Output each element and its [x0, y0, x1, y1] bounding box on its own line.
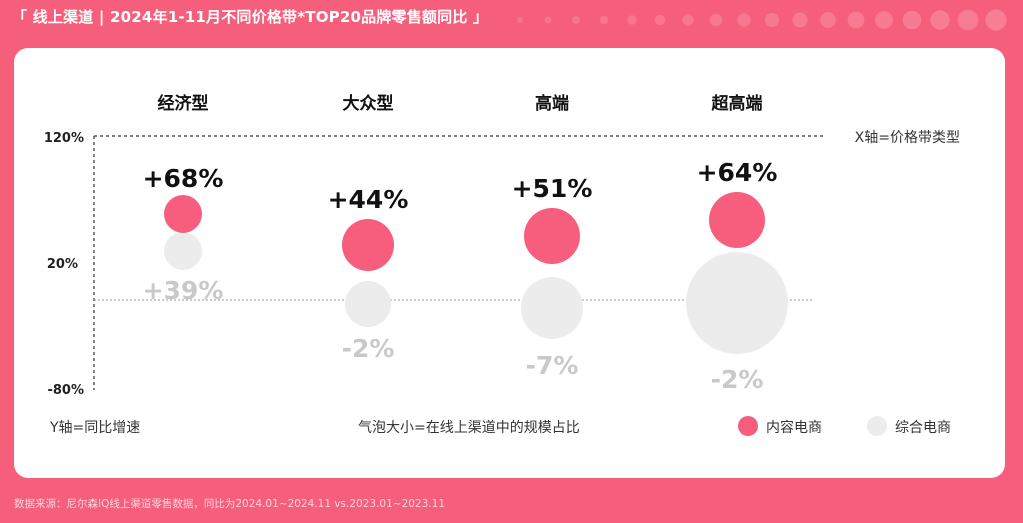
category-label: 高端 — [535, 93, 569, 114]
data-label-comprehensive: -2% — [342, 334, 395, 363]
bubble-content — [524, 208, 580, 264]
decoration-dot — [709, 13, 723, 27]
data-label-content: +44% — [328, 185, 409, 214]
decoration-dot — [599, 15, 609, 25]
bubble-chart: 120% 20% -80% 经济型 大众型 高端 超高端 X轴=价格带类型 Y轴… — [44, 93, 960, 436]
decoration-dot — [985, 9, 1007, 31]
category-label: 大众型 — [343, 93, 394, 114]
decoration-dot — [957, 9, 979, 31]
decoration-dot — [627, 15, 637, 25]
category-label: 超高端 — [712, 93, 763, 114]
bubble-content — [709, 192, 765, 248]
data-label-content: +51% — [512, 174, 593, 203]
page-title: 「 线上渠道 | 2024年1-11月不同价格带*TOP20品牌零售额同比 」 — [12, 8, 489, 26]
decoration-dot — [847, 11, 865, 29]
data-label-content: +64% — [697, 158, 778, 187]
decoration-dot — [764, 12, 780, 28]
decoration-dot — [792, 12, 808, 28]
decoration-dot — [737, 13, 751, 27]
decoration-dot — [654, 14, 666, 26]
bubble-comprehensive — [521, 277, 583, 339]
decoration-dot — [682, 14, 694, 26]
data-source-note: 数据来源：尼尔森IQ线上渠道零售数据，同比为2024.01~2024.11 vs… — [14, 498, 445, 510]
decoration-dot — [820, 12, 836, 28]
data-label-comprehensive: -7% — [526, 351, 579, 380]
decoration-dot — [875, 11, 893, 29]
y-tick-label: 120% — [44, 131, 84, 146]
bubble-comprehensive — [345, 281, 391, 327]
decoration-dot — [902, 10, 922, 30]
x-axis-note: X轴=价格带类型 — [855, 130, 960, 146]
bubble-size-note: 气泡大小=在线上渠道中的规模占比 — [358, 420, 580, 436]
bubble-content — [164, 195, 202, 233]
y-axis-note: Y轴=同比增速 — [49, 420, 140, 436]
legend-comprehensive-swatch — [867, 416, 887, 436]
y-tick-label: -80% — [47, 383, 84, 398]
bubble-comprehensive — [164, 232, 202, 270]
decoration-dot — [544, 16, 552, 24]
decoration-dot — [930, 10, 950, 30]
decoration-dot — [572, 16, 580, 24]
data-label-comprehensive: -2% — [711, 365, 764, 394]
data-label-comprehensive: +39% — [143, 276, 224, 305]
legend-label: 内容电商 — [766, 419, 822, 436]
decoration-dot — [517, 17, 523, 23]
bubble-comprehensive — [686, 252, 788, 354]
legend-label: 综合电商 — [895, 420, 951, 436]
chart-card: 120% 20% -80% 经济型 大众型 高端 超高端 X轴=价格带类型 Y轴… — [14, 48, 1005, 478]
legend-content-swatch — [738, 416, 758, 436]
category-label: 经济型 — [158, 93, 209, 114]
y-tick-label: 20% — [47, 257, 78, 272]
bubble-content — [342, 219, 394, 271]
data-label-content: +68% — [143, 164, 224, 193]
